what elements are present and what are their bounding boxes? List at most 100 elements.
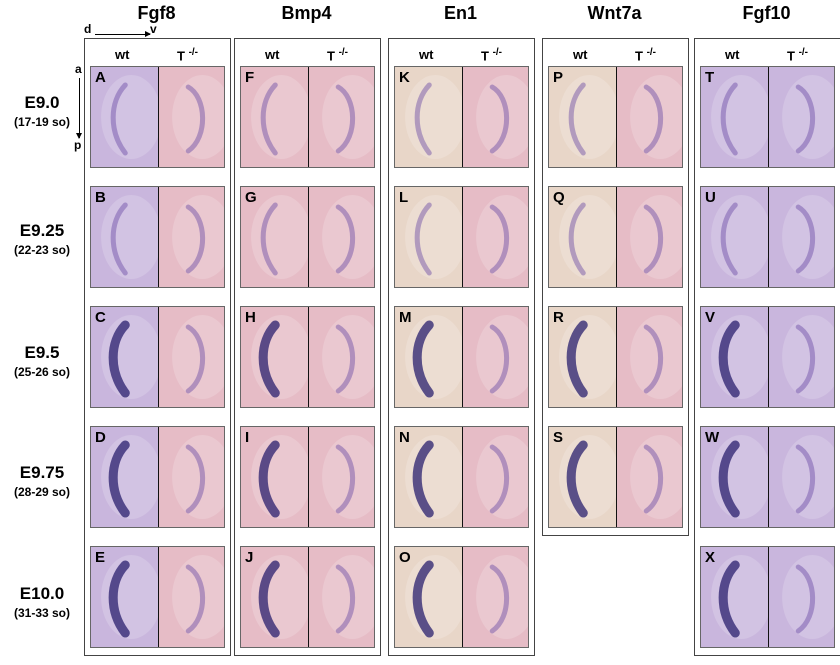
expression-stain: [718, 440, 740, 518]
limb-bud-shape: [711, 75, 768, 159]
mutant-image: [767, 67, 834, 167]
axis-label-ventral: v: [150, 22, 157, 36]
tissue-image: [321, 315, 374, 399]
tissue-image: [781, 315, 834, 399]
expression-stain: [414, 202, 432, 276]
gene-title: Bmp4: [281, 3, 332, 23]
micrograph-panel-k: K: [394, 66, 529, 168]
expression-stain: [566, 320, 588, 398]
expression-stain: [260, 202, 278, 276]
tissue-image: [251, 555, 308, 639]
stage-somites: (17-19 so): [13, 115, 71, 129]
gene-title: Fgf10: [742, 3, 791, 23]
wildtype-image: [241, 547, 308, 647]
panel-letter: X: [705, 549, 716, 566]
limb-bud-shape: [781, 195, 834, 279]
micrograph-panel-m: M: [394, 306, 529, 408]
tissue-image: [711, 315, 768, 399]
micrograph-panel-v: V: [700, 306, 835, 408]
micrograph-panel-n: N: [394, 426, 529, 528]
gene-title: En1: [443, 3, 477, 23]
tissue-image: [251, 435, 308, 519]
expression-stain: [335, 564, 355, 634]
expression-stain: [643, 444, 663, 514]
genotype-divider: [461, 187, 463, 287]
tissue-image: [405, 315, 462, 399]
limb-bud-shape: [559, 75, 616, 159]
genotype-divider: [767, 187, 769, 287]
stage-label-0: E9.0 (17-19 so): [0, 93, 84, 129]
wildtype-image: [701, 67, 768, 167]
mutant-image: [157, 427, 224, 527]
genotype-divider: [307, 547, 309, 647]
limb-bud-shape: [629, 435, 682, 519]
wildtype-image: [395, 187, 462, 287]
limb-bud-shape: [171, 75, 224, 159]
stage-somites: (22-23 so): [13, 243, 71, 257]
mutant-zygosity: -/-: [798, 47, 809, 58]
panel-letter: M: [399, 309, 412, 326]
mutant-image: [767, 547, 834, 647]
limb-bud-shape: [629, 75, 682, 159]
expression-stain: [110, 82, 128, 156]
genotype-divider: [767, 67, 769, 167]
genotype-mutant-label: T -/-: [327, 47, 348, 63]
expression-stain: [335, 84, 355, 154]
tissue-image: [171, 195, 224, 279]
tissue-image: [321, 195, 374, 279]
panel-letter: S: [553, 429, 564, 446]
limb-bud-shape: [405, 75, 462, 159]
micrograph-panel-x: X: [700, 546, 835, 648]
panel-letter: V: [705, 309, 716, 326]
panel-letter: P: [553, 69, 564, 86]
tissue-image: [101, 435, 158, 519]
limb-bud-shape: [475, 195, 528, 279]
micrograph-panel-o: O: [394, 546, 529, 648]
genotype-mutant-label: T -/-: [787, 47, 808, 63]
micrograph-panel-i: I: [240, 426, 375, 528]
genotype-divider: [615, 67, 617, 167]
genotype-divider: [461, 427, 463, 527]
stage-label-4: E10.0 (31-33 so): [0, 584, 84, 620]
micrograph-panel-e: E: [90, 546, 225, 648]
limb-bud-shape: [711, 195, 768, 279]
limb-bud-shape: [171, 435, 224, 519]
gene-title: Fgf8: [137, 3, 176, 23]
wildtype-image: [549, 67, 616, 167]
mutant-image: [767, 307, 834, 407]
wildtype-image: [395, 427, 462, 527]
stage-somites: (31-33 so): [13, 606, 71, 620]
expression-stain: [335, 324, 355, 394]
stage-name: E9.0: [24, 93, 60, 112]
wildtype-image: [91, 187, 158, 287]
mutant-gene-symbol: T: [177, 48, 189, 64]
mutant-image: [307, 307, 374, 407]
mutant-gene-symbol: T: [787, 48, 799, 64]
tissue-image: [629, 435, 682, 519]
expression-stain: [720, 82, 738, 156]
tissue-image: [559, 195, 616, 279]
tissue-image: [101, 75, 158, 159]
expression-stain: [568, 82, 586, 156]
genotype-divider: [307, 307, 309, 407]
limb-bud-shape: [629, 315, 682, 399]
expression-stain: [718, 560, 740, 638]
tissue-image: [475, 435, 528, 519]
wildtype-image: [241, 307, 308, 407]
gene-title: Wnt7a: [587, 3, 642, 23]
stage-somites: (25-26 so): [13, 365, 71, 379]
expression-stain: [414, 82, 432, 156]
expression-stain: [185, 444, 205, 514]
limb-bud-shape: [781, 75, 834, 159]
tissue-image: [475, 75, 528, 159]
mutant-image: [461, 187, 528, 287]
micrograph-panel-j: J: [240, 546, 375, 648]
micrograph-panel-g: G: [240, 186, 375, 288]
expression-stain: [108, 560, 130, 638]
mutant-image: [461, 67, 528, 167]
wildtype-image: [701, 307, 768, 407]
panel-letter: O: [399, 549, 411, 566]
tissue-image: [171, 315, 224, 399]
expression-stain: [566, 440, 588, 518]
tissue-image: [101, 195, 158, 279]
